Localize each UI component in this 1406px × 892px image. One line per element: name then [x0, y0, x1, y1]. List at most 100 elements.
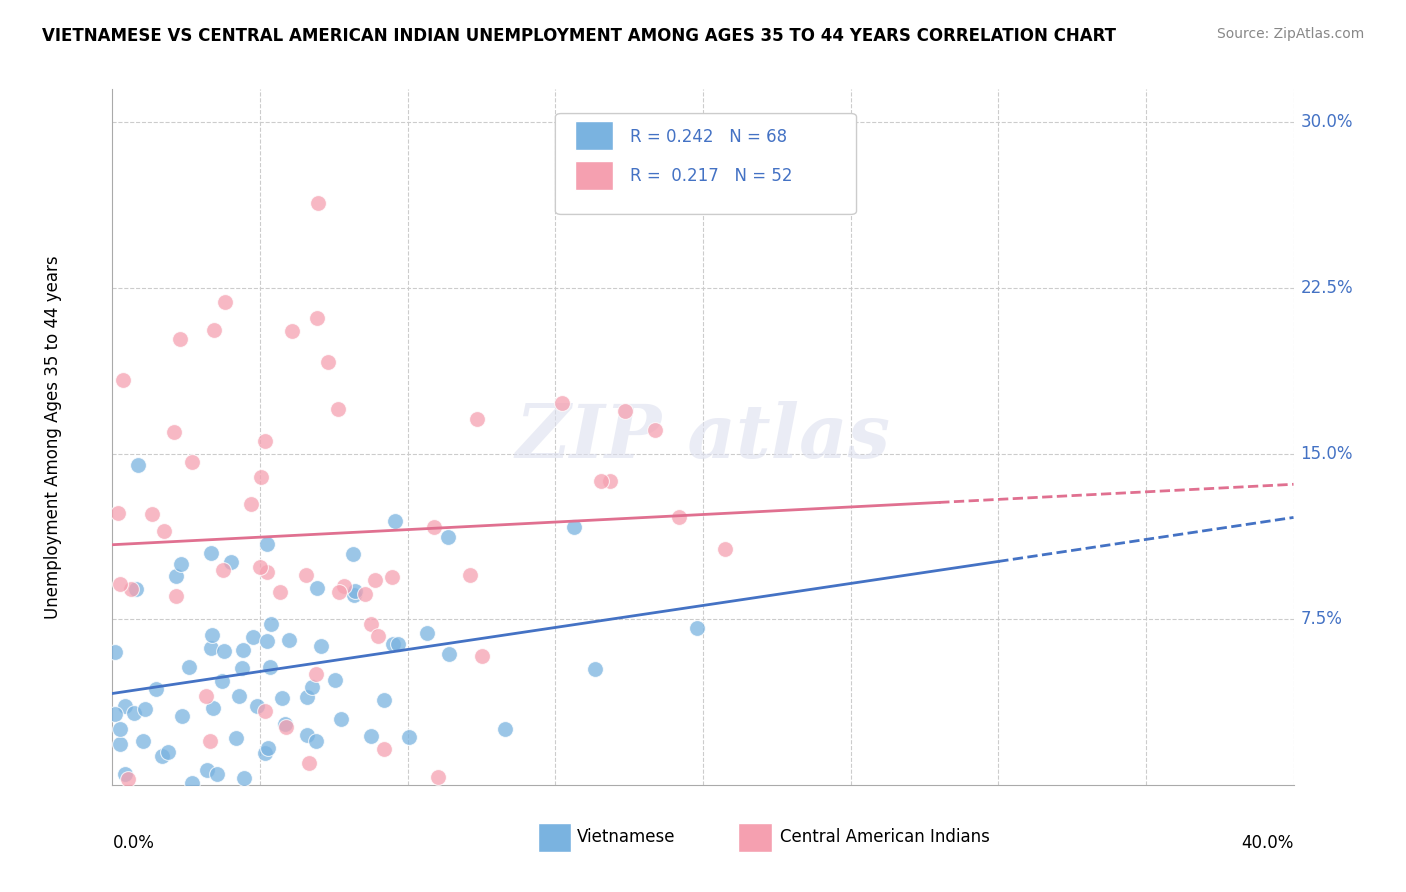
Point: [124, 582, 146, 596]
Point: [256, 565, 278, 579]
FancyBboxPatch shape: [555, 113, 856, 214]
Point: [364, 573, 387, 587]
Point: [713, 541, 735, 556]
Point: [277, 633, 299, 648]
Point: [114, 699, 136, 714]
Text: VIETNAMESE VS CENTRAL AMERICAN INDIAN UNEMPLOYMENT AMONG AGES 35 TO 44 YEARS COR: VIETNAMESE VS CENTRAL AMERICAN INDIAN UN…: [42, 27, 1116, 45]
Point: [384, 514, 406, 528]
Point: [145, 681, 167, 696]
Point: [269, 585, 291, 599]
Point: [551, 396, 574, 410]
Point: [202, 323, 225, 337]
Point: [211, 674, 233, 689]
Point: [169, 332, 191, 346]
Point: [114, 766, 136, 780]
Text: 30.0%: 30.0%: [1301, 113, 1353, 131]
Point: [316, 355, 339, 369]
Point: [141, 507, 163, 521]
Point: [373, 692, 395, 706]
FancyBboxPatch shape: [575, 161, 613, 190]
Point: [256, 634, 278, 648]
Point: [181, 455, 204, 469]
Point: [253, 434, 276, 449]
Point: [132, 734, 155, 748]
Point: [201, 627, 224, 641]
Point: [460, 567, 482, 582]
Point: [644, 423, 666, 437]
Point: [249, 470, 271, 484]
Point: [271, 691, 294, 706]
Point: [117, 772, 139, 786]
Text: R = 0.242   N = 68: R = 0.242 N = 68: [630, 128, 787, 145]
Point: [328, 584, 350, 599]
Point: [212, 564, 235, 578]
Point: [179, 659, 201, 673]
Point: [127, 458, 149, 472]
Point: [342, 547, 364, 561]
Point: [343, 583, 366, 598]
Point: [239, 498, 262, 512]
Point: [583, 662, 606, 676]
Text: ZIP atlas: ZIP atlas: [516, 401, 890, 474]
Point: [305, 734, 328, 748]
Point: [274, 717, 297, 731]
Point: [112, 372, 135, 386]
Point: [104, 645, 127, 659]
Point: [150, 748, 173, 763]
Point: [301, 680, 323, 694]
Text: 0.0%: 0.0%: [112, 833, 155, 852]
Point: [307, 581, 329, 595]
Point: [465, 412, 488, 426]
Point: [323, 673, 346, 687]
Point: [495, 722, 517, 736]
Point: [305, 667, 328, 681]
Text: 15.0%: 15.0%: [1301, 444, 1353, 463]
Point: [274, 720, 297, 734]
Text: 7.5%: 7.5%: [1301, 610, 1343, 628]
Point: [353, 587, 375, 601]
Point: [221, 556, 243, 570]
Point: [360, 617, 382, 632]
Point: [281, 324, 304, 338]
Point: [110, 722, 132, 736]
Point: [686, 621, 709, 635]
Point: [165, 589, 187, 603]
Point: [205, 767, 228, 781]
Point: [153, 524, 176, 538]
Point: [228, 689, 250, 703]
Point: [232, 643, 254, 657]
Point: [104, 707, 127, 722]
Point: [360, 729, 382, 743]
Point: [180, 776, 202, 790]
Point: [163, 425, 186, 439]
Point: [297, 728, 319, 742]
Point: [398, 730, 420, 744]
Point: [259, 617, 281, 632]
Point: [416, 625, 439, 640]
Point: [231, 661, 253, 675]
Point: [157, 745, 180, 759]
Point: [333, 579, 356, 593]
Point: [195, 763, 218, 777]
Point: [107, 506, 129, 520]
Point: [382, 637, 405, 651]
Point: [200, 640, 222, 655]
Point: [195, 689, 218, 703]
Point: [562, 520, 585, 534]
Point: [245, 699, 267, 714]
Point: [120, 582, 142, 596]
Point: [373, 742, 395, 756]
Text: Central American Indians: Central American Indians: [780, 828, 990, 847]
Point: [200, 546, 222, 560]
Point: [307, 195, 329, 210]
FancyBboxPatch shape: [575, 121, 613, 151]
Text: R =  0.217   N = 52: R = 0.217 N = 52: [630, 167, 792, 186]
Point: [437, 647, 460, 661]
Point: [242, 630, 264, 644]
Point: [309, 639, 332, 653]
Point: [387, 637, 409, 651]
Point: [249, 560, 271, 574]
Point: [254, 747, 277, 761]
Point: [212, 643, 235, 657]
Point: [471, 649, 494, 664]
